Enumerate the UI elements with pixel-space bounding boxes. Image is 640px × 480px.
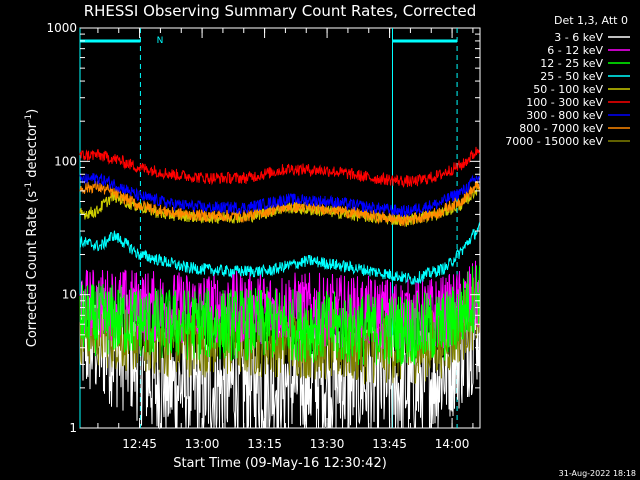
y-tick-label: 1000 (46, 21, 77, 35)
y-tick-label: 10 (62, 288, 77, 302)
x-tick-label: 13:30 (310, 437, 345, 451)
series-800-7000keV (79, 180, 480, 228)
y-axis-label: Corrected Count Rate (s-1 detector-1) (24, 109, 40, 347)
legend-label: 300 - 800 keV (526, 109, 603, 122)
series-25-50keV (79, 222, 480, 286)
x-axis-label: Start Time (09-May-16 12:30:42) (173, 456, 387, 471)
legend-item: 25 - 50 keV (540, 70, 630, 83)
legend-item: 12 - 25 keV (540, 57, 630, 70)
y-axis-label-exp-2: -1 (24, 114, 34, 123)
legend-item: 800 - 7000 keV (519, 122, 630, 135)
series-layer (79, 146, 480, 430)
series-line (79, 173, 480, 218)
legend-label: 50 - 100 keV (533, 83, 603, 96)
legend-item: 3 - 6 keV (554, 31, 630, 44)
legend-label: 800 - 7000 keV (519, 122, 603, 135)
legend-item: 6 - 12 keV (547, 44, 630, 57)
y-axis-label-part-1: Corrected Count Rate (s (25, 191, 40, 348)
footer-timestamp: 31-Aug-2022 18:18 (559, 469, 636, 478)
legend-item: 100 - 300 keV (526, 96, 630, 109)
y-tick-label: 100 (54, 154, 77, 168)
series-300-800keV (79, 173, 480, 218)
chart-title: RHESSI Observing Summary Count Rates, Co… (84, 2, 477, 20)
legend-label: 25 - 50 keV (540, 70, 603, 83)
legend-label: 7000 - 15000 keV (505, 135, 603, 148)
legend-item: 50 - 100 keV (533, 83, 630, 96)
legend-item: 7000 - 15000 keV (505, 135, 630, 148)
attenuator-label: N (157, 36, 164, 46)
series-line (79, 222, 480, 286)
x-tick-label: 12:45 (122, 437, 157, 451)
y-axis-label-exp-1: -1 (24, 182, 34, 191)
legend-title: Det 1,3, Att 0 (554, 14, 628, 27)
y-axis-label-part-2: detector (25, 122, 40, 182)
x-tick-label: 13:15 (247, 437, 282, 451)
series-12-25keV (79, 265, 480, 366)
series-line (79, 180, 480, 228)
x-tick-label: 13:00 (185, 437, 220, 451)
x-tick-label: 14:00 (435, 437, 470, 451)
legend-label: 3 - 6 keV (554, 31, 603, 44)
y-axis-label-part-3: ) (25, 109, 40, 114)
legend-item: 300 - 800 keV (526, 109, 630, 122)
series-100-300keV (79, 146, 480, 188)
y-tick-label: 1 (69, 421, 77, 435)
x-tick-label: 13:45 (372, 437, 407, 451)
legend-label: 6 - 12 keV (547, 44, 603, 57)
axes-layer: 1 10 100 1000 12:45 13:00 13:15 13:30 13:45 14:00 (46, 21, 480, 451)
series-line (79, 146, 480, 188)
legend-label: 12 - 25 keV (540, 57, 603, 70)
legend-label: 100 - 300 keV (526, 96, 603, 109)
series-line (79, 265, 480, 366)
